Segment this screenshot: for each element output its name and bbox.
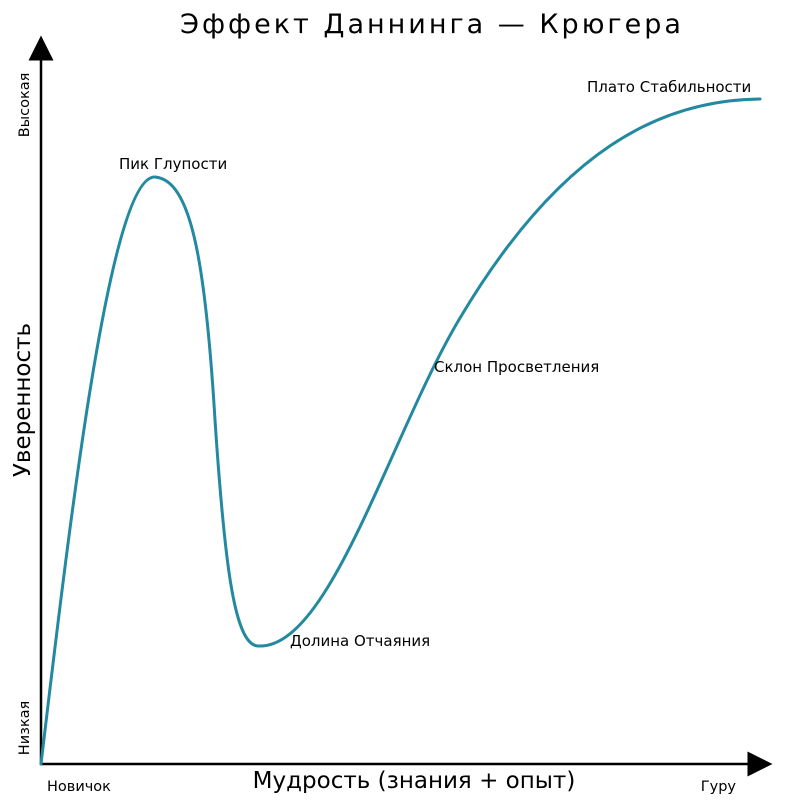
x-axis-max-label: Гуру (701, 779, 737, 795)
x-axis-label: Мудрость (знания + опыт) (253, 768, 576, 794)
confidence-curve (39, 97, 762, 766)
y-axis-label: Уверенность (10, 323, 36, 477)
y-axis-min-label: Низкая (17, 701, 33, 755)
annotation-valley: Долина Отчаяния (290, 632, 430, 650)
x-axis-min-label: Новичок (47, 779, 111, 795)
annotation-plateau: Плато Стабильности (587, 78, 751, 96)
y-axis-max-label: Высокая (17, 73, 33, 138)
chart-title: Эффект Даннинга — Крюгера (180, 9, 684, 40)
annotation-slope: Склон Просветления (434, 358, 599, 376)
annotation-peak: Пик Глупости (119, 155, 227, 173)
